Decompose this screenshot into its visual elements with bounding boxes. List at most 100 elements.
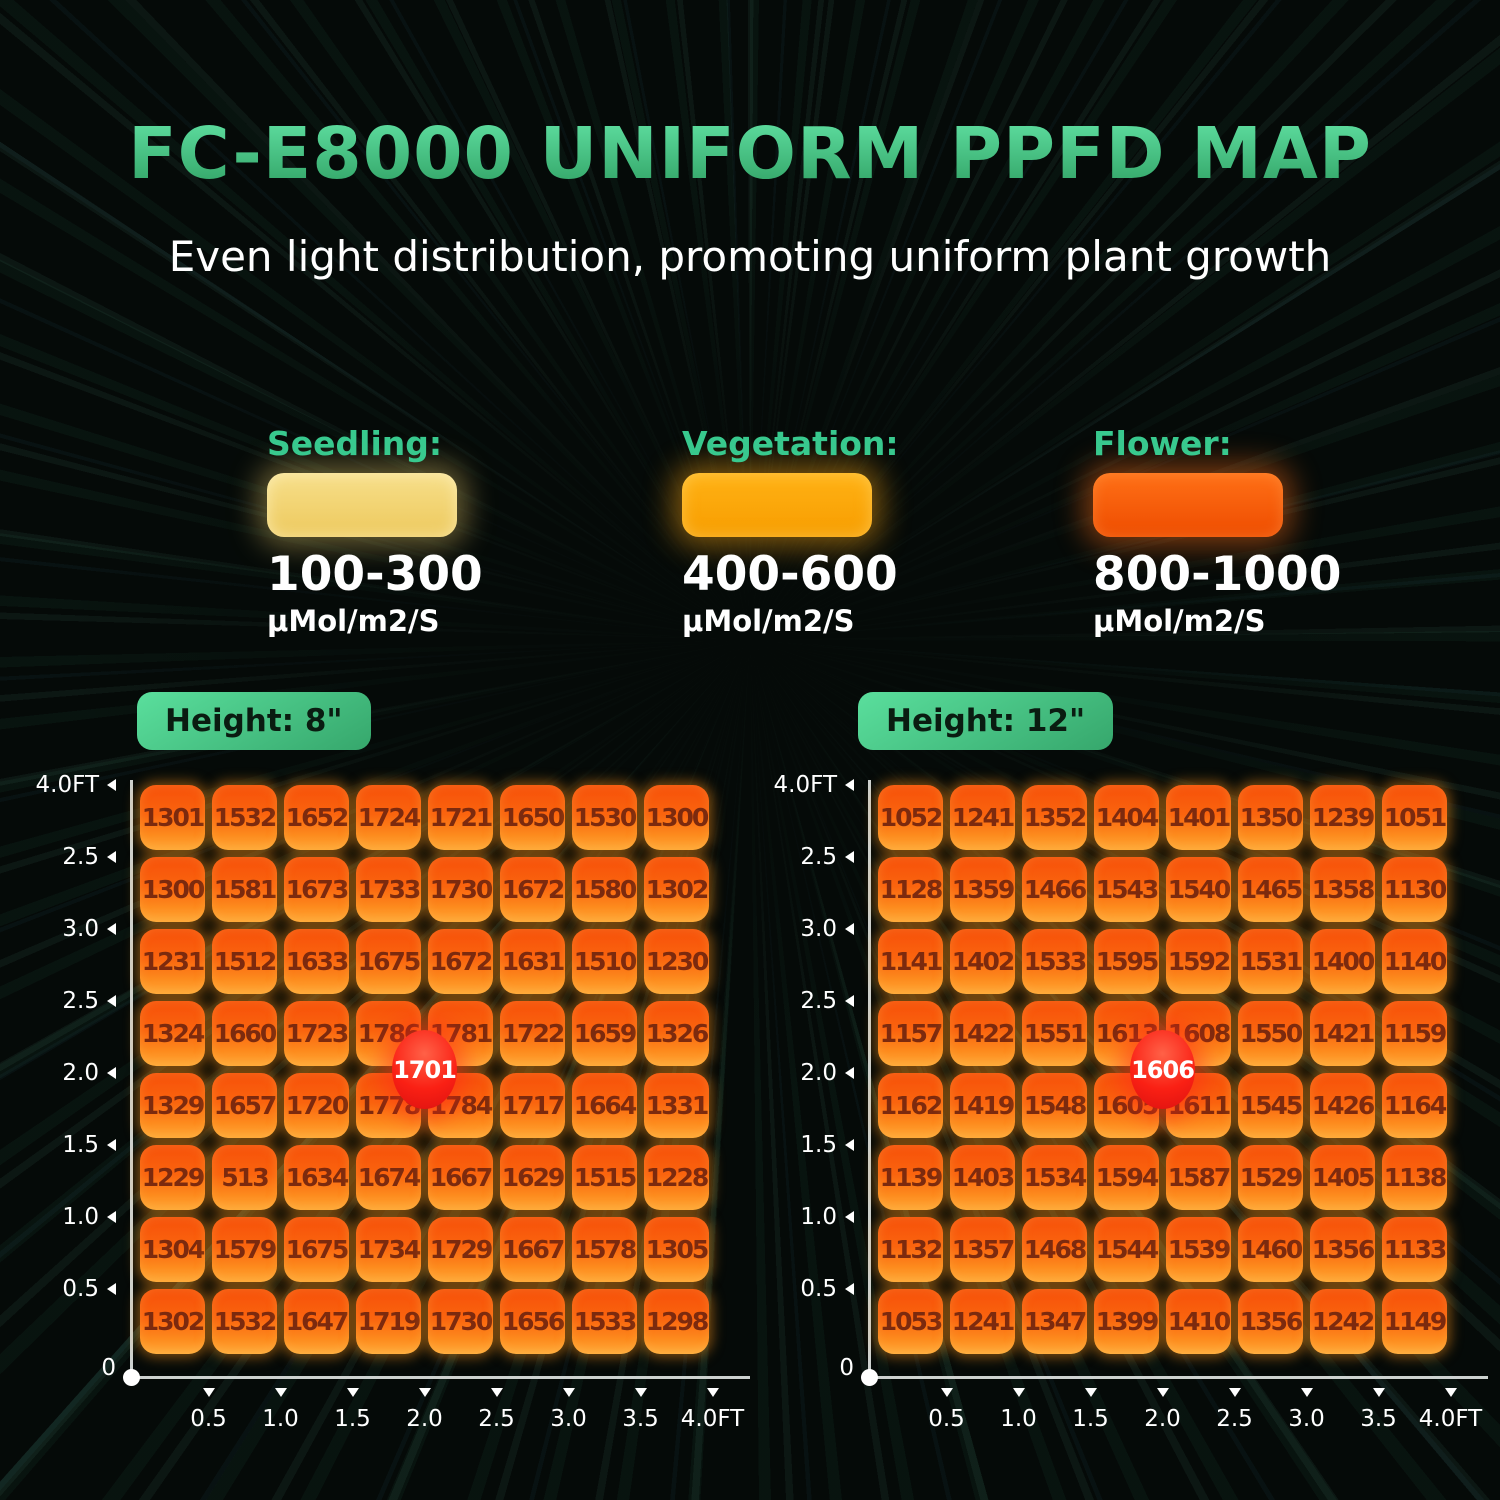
ppfd-cell: 1515 — [572, 1145, 637, 1210]
subtitle: Even light distribution, promoting unifo… — [168, 232, 1332, 281]
tick-arrow-icon — [845, 923, 854, 935]
x-axis-tick: 2.5 — [1195, 1388, 1275, 1432]
ppfd-cell: 1545 — [1238, 1073, 1303, 1138]
ppfd-cell: 1347 — [1022, 1289, 1087, 1354]
ppfd-cell: 1305 — [644, 1217, 709, 1282]
ppfd-cell: 1162 — [878, 1073, 943, 1138]
x-axis-tick: 3.0 — [1267, 1388, 1347, 1432]
ppfd-cell: 1465 — [1238, 857, 1303, 922]
ppfd-chart-height-8in: Height: 8" 4.0FT 2.5 3.0 2.5 2.0 1.5 1.0 0.5 0 1… — [36, 688, 822, 1458]
ppfd-cell: 1723 — [284, 1001, 349, 1066]
ppfd-cell: 1548 — [1022, 1073, 1087, 1138]
tick-arrow-icon — [845, 779, 854, 791]
y-axis-tick: 0.5 — [38, 1276, 116, 1302]
tick-arrow-icon — [418, 1388, 431, 1397]
x-axis-tick: 3.5 — [601, 1388, 681, 1432]
ppfd-cell: 513 — [212, 1145, 277, 1210]
origin-dot — [861, 1369, 878, 1386]
flower-ppfd-unit: μMol/m2/S — [1093, 604, 1266, 638]
ppfd-cell: 1301 — [140, 785, 205, 850]
ppfd-cell: 1141 — [878, 929, 943, 994]
tick-arrow-icon — [845, 995, 854, 1007]
x-axis-tick-label: 2.5 — [1216, 1406, 1253, 1432]
tick-arrow-icon — [1012, 1388, 1025, 1397]
ppfd-cell: 1544 — [1094, 1217, 1159, 1282]
ppfd-cell: 1539 — [1166, 1217, 1231, 1282]
tick-arrow-icon — [1084, 1388, 1097, 1397]
tick-arrow-icon — [274, 1388, 287, 1397]
y-axis-tick-label: 2.0 — [800, 1060, 837, 1086]
seedling-ppfd-unit: μMol/m2/S — [267, 604, 440, 638]
ppfd-cell: 1329 — [140, 1073, 205, 1138]
y-axis-tick: 4.0FT — [36, 772, 116, 798]
x-axis-tick-label: 4.0FT — [680, 1406, 745, 1432]
ppfd-cell: 1647 — [284, 1289, 349, 1354]
y-axis-tick-label: 1.5 — [800, 1132, 837, 1158]
y-axis-tick-label: 1.0 — [800, 1204, 837, 1230]
x-axis-line — [130, 1376, 750, 1379]
ppfd-cell: 1426 — [1310, 1073, 1375, 1138]
x-axis-tick-label: 2.0 — [406, 1406, 443, 1432]
flower-label: Flower: — [1093, 424, 1232, 463]
x-axis-tick-label: 1.0 — [1000, 1406, 1037, 1432]
ppfd-cell: 1399 — [1094, 1289, 1159, 1354]
ppfd-cell: 1587 — [1166, 1145, 1231, 1210]
x-axis-tick-label: 3.0 — [550, 1406, 587, 1432]
y-axis-tick: 2.5 — [38, 988, 116, 1014]
tick-arrow-icon — [845, 1139, 854, 1151]
ppfd-cell: 1631 — [500, 929, 565, 994]
ppfd-cell: 1781 — [428, 1001, 493, 1066]
y-axis-tick-label: 0.5 — [800, 1276, 837, 1302]
ppfd-cell: 1660 — [212, 1001, 277, 1066]
ppfd-cell: 1302 — [644, 857, 709, 922]
ppfd-chart-height-12in: Height: 12" 4.0FT 2.5 3.0 2.5 2.0 1.5 1.0 0.5 0 … — [774, 688, 1500, 1458]
y-axis-tick-label: 2.5 — [800, 844, 837, 870]
x-axis-tick: 1.5 — [313, 1388, 393, 1432]
tick-arrow-icon — [107, 923, 116, 935]
ppfd-cell: 1460 — [1238, 1217, 1303, 1282]
y-axis-tick-label: 1.0 — [62, 1204, 99, 1230]
ppfd-cell: 1132 — [878, 1217, 943, 1282]
y-axis-tick-label: 2.5 — [62, 844, 99, 870]
tick-arrow-icon — [1156, 1388, 1169, 1397]
ppfd-cell: 1510 — [572, 929, 637, 994]
tick-arrow-icon — [940, 1388, 953, 1397]
ppfd-cell: 1149 — [1382, 1289, 1447, 1354]
ppfd-cell: 1052 — [878, 785, 943, 850]
legend-item-flower: Flower: 800-1000 μMol/m2/S — [1093, 424, 1341, 638]
ppfd-cell: 1672 — [428, 929, 493, 994]
ppfd-cell: 1633 — [284, 929, 349, 994]
ppfd-cell: 1352 — [1022, 785, 1087, 850]
ppfd-grid-12in: 1052 1241 1352 1404 1401 1350 1239 1051 1128 1359… — [878, 785, 1447, 1354]
ppfd-cell: 1729 — [428, 1217, 493, 1282]
ppfd-cell: 1300 — [644, 785, 709, 850]
ppfd-cell: 1304 — [140, 1217, 205, 1282]
ppfd-cell: 1656 — [500, 1289, 565, 1354]
y-axis-line — [868, 780, 871, 1377]
tick-arrow-icon — [845, 1067, 854, 1079]
ppfd-cell: 1468 — [1022, 1217, 1087, 1282]
ppfd-cell: 1359 — [950, 857, 1015, 922]
ppfd-cell: 1410 — [1166, 1289, 1231, 1354]
ppfd-cell: 1422 — [950, 1001, 1015, 1066]
tick-arrow-icon — [1444, 1388, 1457, 1397]
ppfd-cell: 1230 — [644, 929, 709, 994]
ppfd-cell: 1326 — [644, 1001, 709, 1066]
y-axis-tick-label: 0 — [839, 1355, 854, 1381]
ppfd-cell: 1228 — [644, 1145, 709, 1210]
vegetation-ppfd-range: 400-600 — [682, 547, 898, 602]
ppfd-cell: 1534 — [1022, 1145, 1087, 1210]
tick-arrow-icon — [845, 1211, 854, 1223]
height-8-badge: Height: 8" — [137, 692, 371, 750]
ppfd-cell: 1358 — [1310, 857, 1375, 922]
tick-arrow-icon — [107, 1211, 116, 1223]
x-axis-tick: 2.0 — [385, 1388, 465, 1432]
x-axis-tick-label: 0.5 — [190, 1406, 227, 1432]
ppfd-cell: 1241 — [950, 1289, 1015, 1354]
center-ppfd-badge: 1701 — [392, 1030, 457, 1109]
ppfd-cell: 1529 — [1238, 1145, 1303, 1210]
ppfd-cell: 1533 — [1022, 929, 1087, 994]
tick-arrow-icon — [490, 1388, 503, 1397]
legend-item-seedling: Seedling: 100-300 μMol/m2/S — [267, 424, 483, 638]
